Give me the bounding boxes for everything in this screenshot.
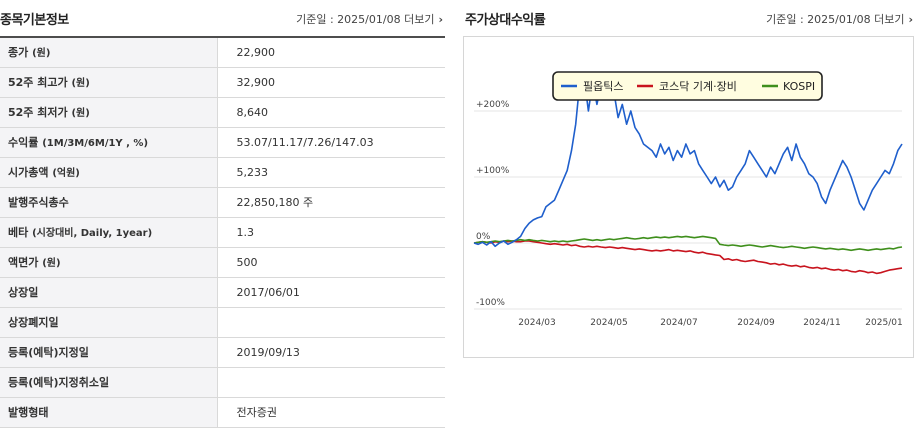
legend-box <box>552 71 823 101</box>
info-value: 32,900 <box>217 67 445 98</box>
info-label-unit: (원) <box>42 258 61 269</box>
info-label-text: 52주 최저가 <box>8 106 68 119</box>
series-line-2 <box>473 235 903 252</box>
more-link[interactable]: 더보기 › <box>874 13 913 26</box>
info-row: 발행주식총수 22,850,180 주 <box>0 187 445 218</box>
info-label: 52주 최고가 (원) <box>0 67 218 98</box>
info-label: 시가총액 (억원) <box>0 157 218 188</box>
x-tick-label: 2024/05 <box>590 318 627 328</box>
info-label-text: 시가총액 <box>8 166 49 179</box>
info-row: 베타 (시장대비, Daily, 1year) 1.3 <box>0 217 445 248</box>
relative-return-title: 주가상대수익률 <box>465 13 546 28</box>
y-tick-label: +200% <box>476 100 510 110</box>
info-row: 상장폐지일 <box>0 307 445 338</box>
info-label: 발행주식총수 <box>0 187 218 218</box>
chart-svg: +200% +100% 0% -100% 2024/03 2024/05 2024/07 20… <box>473 71 903 328</box>
relative-return-section: 주가상대수익률 기준일 : 2025/01/08 더보기 › +200% +100%… <box>463 0 915 432</box>
info-row: 52주 최저가 (원) 8,640 <box>0 97 445 128</box>
info-label-text: 발행주식총수 <box>8 196 69 209</box>
y-tick-label: -100% <box>476 298 505 308</box>
relative-return-meta: 기준일 : 2025/01/08 더보기 › <box>766 11 913 27</box>
info-row: 액면가 (원) 500 <box>0 247 445 278</box>
info-value: 22,850,180 주 <box>217 187 445 218</box>
more-link-label[interactable]: 더보기 <box>404 13 435 26</box>
info-row: 상장일 2017/06/01 <box>0 277 445 308</box>
chevron-right-icon[interactable]: › <box>438 13 443 26</box>
info-value <box>217 367 445 398</box>
base-date: 기준일 : 2025/01/08 <box>766 13 871 26</box>
more-link-label[interactable]: 더보기 <box>874 13 905 26</box>
x-tick-label: 2024/09 <box>737 318 775 328</box>
info-label-text: 등록(예탁)지정일 <box>8 346 89 359</box>
info-label-text: 등록(예탁)지정취소일 <box>8 376 110 389</box>
info-label-unit: (원) <box>71 78 90 89</box>
stock-info-header: 종목기본정보 기준일 : 2025/01/08 더보기 › <box>0 0 445 36</box>
info-row: 시가총액 (억원) 5,233 <box>0 157 445 188</box>
info-value <box>217 307 445 338</box>
x-tick-label: 2024/11 <box>803 318 840 328</box>
info-label: 발행형태 <box>0 397 218 428</box>
relative-return-header: 주가상대수익률 기준일 : 2025/01/08 더보기 › <box>463 0 915 36</box>
x-tick-label: 2025/01 <box>865 318 902 328</box>
info-row: 등록(예탁)지정일 2019/09/13 <box>0 337 445 368</box>
info-label: 종가 (원) <box>0 37 218 68</box>
info-label-text: 상장폐지일 <box>8 316 59 329</box>
info-label-unit: (원) <box>71 108 90 119</box>
x-tick-label: 2024/03 <box>518 318 555 328</box>
info-label-unit: (1M/3M/6M/1Y , %) <box>42 138 149 149</box>
info-label: 등록(예탁)지정일 <box>0 337 218 368</box>
legend-label: 필옵틱스 <box>583 80 623 93</box>
base-date: 기준일 : 2025/01/08 <box>296 13 401 26</box>
legend-label: KOSPI <box>783 80 815 93</box>
info-label: 상장일 <box>0 277 218 308</box>
info-value: 전자증권 <box>217 397 445 428</box>
stock-info-section: 종목기본정보 기준일 : 2025/01/08 더보기 › 종가 (원) 22,90… <box>0 0 445 432</box>
info-value: 53.07/11.17/7.26/147.03 <box>217 127 445 158</box>
info-row: 수익률 (1M/3M/6M/1Y , %) 53.07/11.17/7.26/14… <box>0 127 445 158</box>
info-value: 2019/09/13 <box>217 337 445 368</box>
info-label: 액면가 (원) <box>0 247 218 278</box>
y-tick-label: 0% <box>476 232 491 242</box>
info-label-text: 52주 최고가 <box>8 76 68 89</box>
info-label-unit: (억원) <box>52 168 80 179</box>
stock-info-meta: 기준일 : 2025/01/08 더보기 › <box>296 11 443 27</box>
info-label-unit: (시장대비, Daily, 1year) <box>32 228 153 239</box>
info-label-text: 발행형태 <box>8 406 49 419</box>
info-label: 52주 최저가 (원) <box>0 97 218 128</box>
stock-info-table: 종가 (원) 22,900 52주 최고가 (원) 32,900 52주 최저가 (원)… <box>0 36 445 428</box>
y-tick-label: +100% <box>476 166 510 176</box>
series-line-1 <box>473 240 903 275</box>
info-row: 종가 (원) 22,900 <box>0 37 445 68</box>
legend-label: 코스닥 기계·장비 <box>659 80 737 93</box>
info-value: 500 <box>217 247 445 278</box>
info-label: 상장폐지일 <box>0 307 218 338</box>
info-row: 발행형태 전자증권 <box>0 397 445 428</box>
info-value: 1.3 <box>217 217 445 248</box>
chevron-right-icon[interactable]: › <box>908 13 913 26</box>
info-label-text: 상장일 <box>8 286 39 299</box>
info-row: 등록(예탁)지정취소일 <box>0 367 445 398</box>
info-label: 등록(예탁)지정취소일 <box>0 367 218 398</box>
info-value: 8,640 <box>217 97 445 128</box>
info-value: 2017/06/01 <box>217 277 445 308</box>
info-label-text: 액면가 <box>8 256 39 269</box>
series-line-0 <box>473 77 903 248</box>
info-label-unit: (원) <box>32 48 51 60</box>
relative-return-chart: +200% +100% 0% -100% 2024/03 2024/05 2024/07 20… <box>463 36 914 358</box>
info-label-text: 수익률 <box>8 136 39 149</box>
info-label: 수익률 (1M/3M/6M/1Y , %) <box>0 127 218 158</box>
info-value: 5,233 <box>217 157 445 188</box>
info-label-text: 종가 <box>8 46 29 60</box>
info-label-text: 베타 <box>8 226 29 239</box>
info-value: 22,900 <box>217 37 445 68</box>
x-tick-label: 2024/07 <box>660 318 697 328</box>
info-label: 베타 (시장대비, Daily, 1year) <box>0 217 218 248</box>
info-row: 52주 최고가 (원) 32,900 <box>0 67 445 98</box>
stock-info-title: 종목기본정보 <box>0 13 69 28</box>
more-link[interactable]: 더보기 › <box>404 13 443 26</box>
